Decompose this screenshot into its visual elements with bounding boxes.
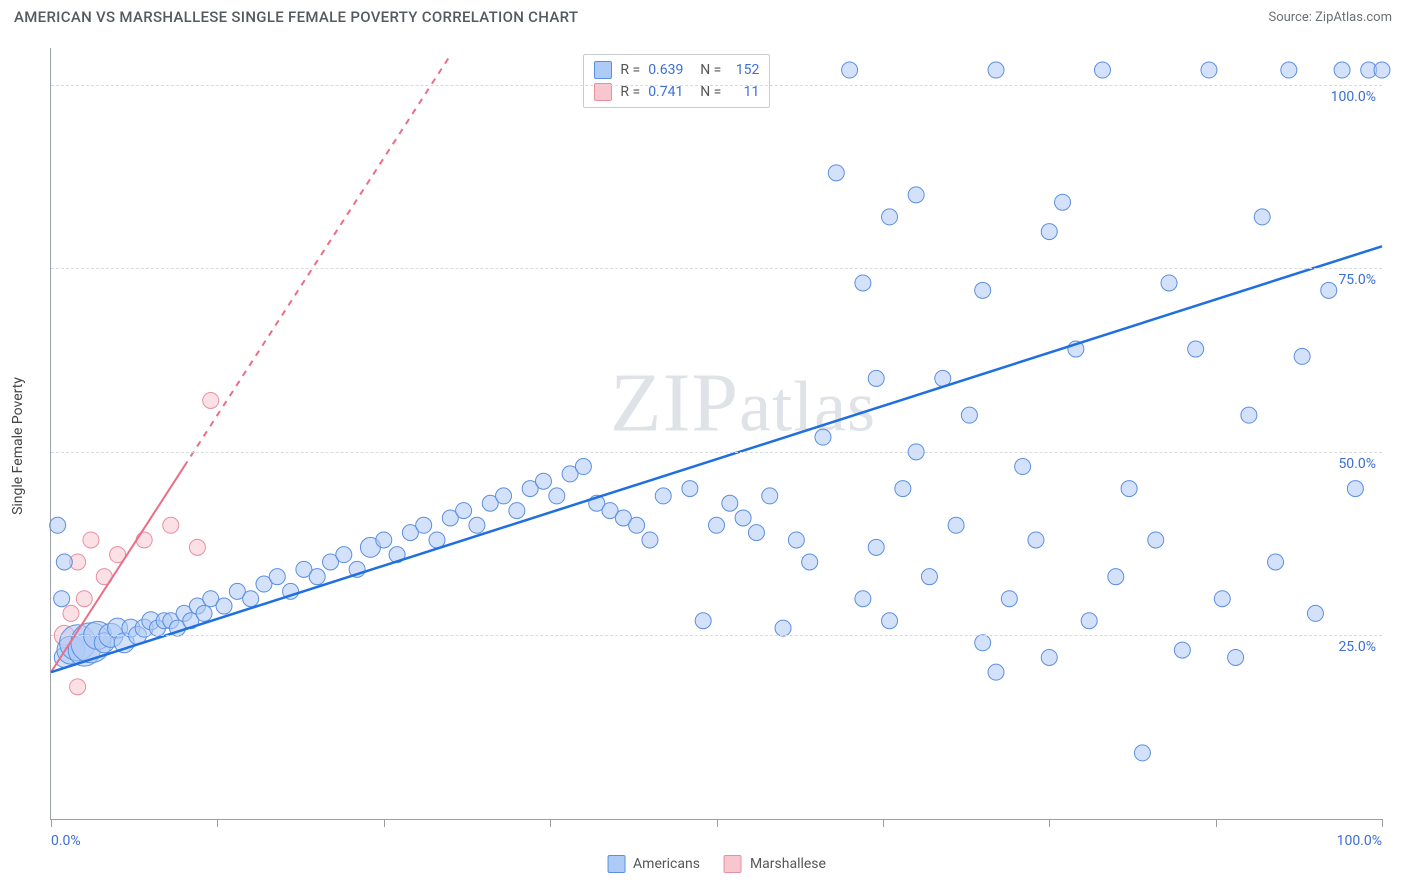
y-tick-label: 50.0% [1338, 456, 1376, 472]
gridline [51, 268, 1382, 269]
x-tick [717, 819, 718, 827]
swatch-marshallese [724, 855, 742, 873]
legend-item-marshallese: Marshallese [724, 855, 826, 873]
x-tick-label: 100.0% [1337, 833, 1382, 849]
stats-row-americans: R = 0.639 N = 152 [594, 59, 759, 81]
scatter-plot [51, 48, 1382, 819]
x-tick [217, 819, 218, 827]
y-tick-label: 25.0% [1338, 639, 1376, 655]
x-tick [1216, 819, 1217, 827]
x-tick [51, 819, 52, 827]
y-tick-label: 75.0% [1338, 272, 1376, 288]
x-tick [1382, 819, 1383, 827]
gridline [51, 85, 1382, 86]
chart-title: AMERICAN VS MARSHALLESE SINGLE FEMALE PO… [14, 8, 578, 26]
x-tick-label: 0.0% [51, 833, 81, 849]
swatch-americans [594, 61, 612, 79]
legend-label-marshallese: Marshallese [750, 856, 826, 872]
legend: Americans Marshallese [607, 855, 826, 873]
x-tick [384, 819, 385, 827]
swatch-americans [607, 855, 625, 873]
r-label: R = [620, 59, 640, 81]
x-tick [550, 819, 551, 827]
legend-label-americans: Americans [633, 856, 700, 872]
n-value-americans: 152 [729, 59, 759, 81]
legend-item-americans: Americans [607, 855, 700, 873]
x-tick [883, 819, 884, 827]
n-label: N = [700, 59, 721, 81]
gridline [51, 635, 1382, 636]
chart-area: ZIPatlas R = 0.639 N = 152 R = 0.741 N =… [50, 48, 1382, 820]
x-tick [1049, 819, 1050, 827]
source-label: Source: ZipAtlas.com [1268, 10, 1392, 25]
y-tick-label: 100.0% [1331, 89, 1376, 105]
gridline [51, 452, 1382, 453]
correlation-stats-box: R = 0.639 N = 152 R = 0.741 N = 11 [583, 54, 770, 108]
y-axis-title: Single Female Poverty [10, 377, 26, 515]
r-value-americans: 0.639 [648, 59, 692, 81]
